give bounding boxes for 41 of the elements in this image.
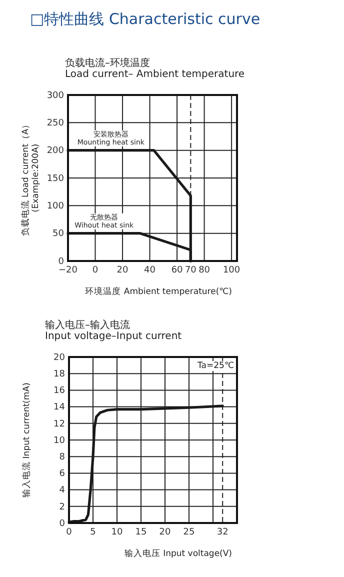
y-tick-label: 4 xyxy=(59,486,66,496)
y-tick-label: 0 xyxy=(58,256,64,267)
x-tick-label: 60 xyxy=(171,265,184,276)
x-tick-label: 70 xyxy=(184,265,197,276)
chart-subtitle: 负载电流–环境温度 Load current– Ambient temperature xyxy=(65,57,245,80)
x-tick-label: 100 xyxy=(222,265,240,276)
y-tick-label: 8 xyxy=(59,452,66,462)
x-tick-label: 40 xyxy=(144,265,156,276)
chart-title: 输入电压–输入电流 Input voltage–Input current xyxy=(45,319,182,342)
x-tick-label: 25 xyxy=(183,527,195,538)
y-tick-label: 100 xyxy=(46,202,64,212)
y-tick-label: 20 xyxy=(54,352,66,363)
y-tick-label: 50 xyxy=(52,229,64,240)
x-axis-title: 输入电压 Input voltage(V) xyxy=(124,548,232,559)
y-tick-label: 14 xyxy=(54,402,66,413)
x-tick-label: 80 xyxy=(198,265,210,276)
y-tick-label: 200 xyxy=(46,146,64,156)
y-axis-title: 输入电流 Input current(mA) xyxy=(21,382,32,498)
y-tick-label: 0 xyxy=(59,518,66,529)
y-tick-label: 16 xyxy=(54,386,66,396)
x-tick-label: −20 xyxy=(58,265,78,276)
y-tick-label: 12 xyxy=(54,419,65,430)
x-tick-label: 15 xyxy=(135,527,147,538)
chart-title: □特性曲线 Characteristic curve xyxy=(30,10,260,28)
x-tick-label: 0 xyxy=(92,265,98,276)
x-tick-label: 10 xyxy=(111,527,123,538)
annotation: Ta=25℃ xyxy=(196,361,234,371)
y-tick-label: 150 xyxy=(46,174,64,184)
y-tick-label: 300 xyxy=(46,90,64,101)
x-tick-label: 20 xyxy=(159,527,171,538)
x-tick-label: 5 xyxy=(90,527,96,538)
x-axis-title: 环境温度 Ambient temperature(℃) xyxy=(85,286,232,297)
y-tick-label: 250 xyxy=(46,118,64,129)
y-tick-label: 2 xyxy=(59,502,65,512)
x-tick-label: 0 xyxy=(66,527,72,538)
y-tick-label: 10 xyxy=(54,436,66,446)
y-tick-label: 6 xyxy=(59,469,66,480)
y-axis-title: 负载电流 Load current（A） (Example:200A) xyxy=(20,120,41,236)
x-tick-label: 20 xyxy=(116,265,129,276)
y-tick-label: 18 xyxy=(54,369,66,380)
x-tick-label: 32 xyxy=(216,527,228,538)
